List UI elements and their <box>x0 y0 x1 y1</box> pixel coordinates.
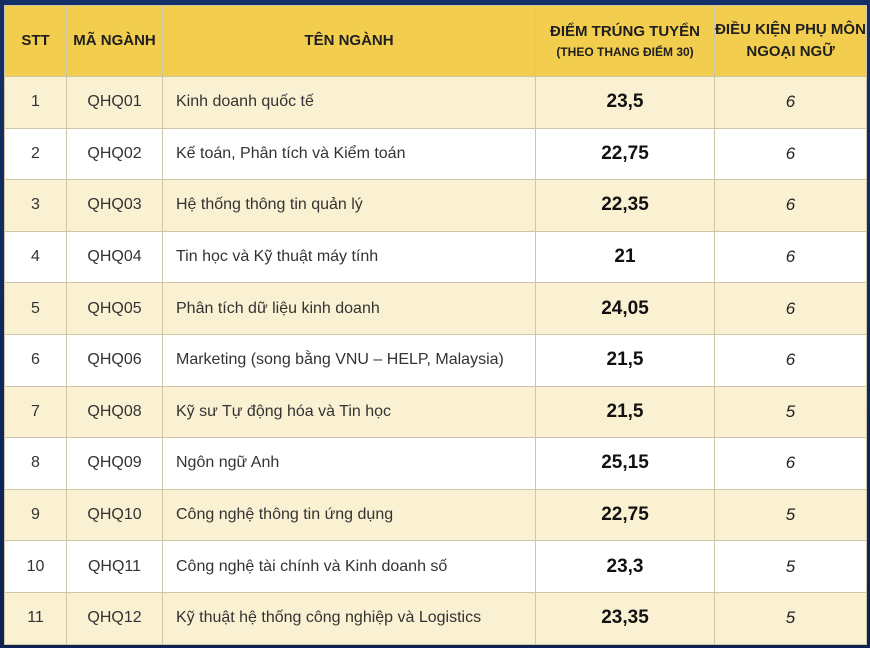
row-stt: 9 <box>4 488 67 542</box>
row-condition: 6 <box>714 76 867 129</box>
row-name: Kỹ sư Tự động hóa và Tin học <box>162 385 536 439</box>
row-name: Kinh doanh quốc tế <box>162 76 536 129</box>
row-code: QHQ01 <box>66 76 163 129</box>
header-code: Mã ngành <box>66 5 163 77</box>
row-stt: 10 <box>4 540 67 593</box>
row-score: 21,5 <box>535 385 715 439</box>
row-score: 21,5 <box>535 333 715 387</box>
row-name: Marketing (song bằng VNU – HELP, Malaysi… <box>162 333 536 387</box>
row-condition: 6 <box>714 230 867 284</box>
row-code: QHQ02 <box>66 127 163 181</box>
row-stt: 1 <box>4 76 67 129</box>
row-condition: 6 <box>714 437 867 490</box>
row-name: Phân tích dữ liệu kinh doanh <box>162 282 536 335</box>
table-row: 2 QHQ02 Kế toán, Phân tích và Kiểm toán … <box>4 127 867 181</box>
header-stt: STT <box>4 5 67 77</box>
row-stt: 3 <box>4 179 67 232</box>
row-name: Hệ thống thông tin quản lý <box>162 179 536 232</box>
row-score: 23,5 <box>535 76 715 129</box>
table-row: 6 QHQ06 Marketing (song bằng VNU – HELP,… <box>4 333 867 387</box>
table-body: 1 QHQ01 Kinh doanh quốc tế 23,5 6 2 QHQ0… <box>4 76 867 645</box>
row-stt: 2 <box>4 127 67 181</box>
row-score: 24,05 <box>535 282 715 335</box>
row-name: Công nghệ thông tin ứng dụng <box>162 488 536 542</box>
header-score: Điểm trúng tuyển (Theo thang điểm 30) <box>535 5 715 77</box>
row-condition: 5 <box>714 488 867 542</box>
row-stt: 5 <box>4 282 67 335</box>
header-score-sub: (Theo thang điểm 30) <box>556 45 694 59</box>
row-stt: 4 <box>4 230 67 284</box>
table-row: 7 QHQ08 Kỹ sư Tự động hóa và Tin học 21,… <box>4 385 867 439</box>
row-name: Công nghệ tài chính và Kinh doanh số <box>162 540 536 593</box>
table-row: 8 QHQ09 Ngôn ngữ Anh 25,15 6 <box>4 437 867 490</box>
row-score: 23,3 <box>535 540 715 593</box>
row-code: QHQ09 <box>66 437 163 490</box>
row-code: QHQ08 <box>66 385 163 439</box>
table-row: 4 QHQ04 Tin học và Kỹ thuật máy tính 21 … <box>4 230 867 284</box>
table-row: 11 QHQ12 Kỹ thuật hệ thống công nghiệp v… <box>4 591 867 645</box>
row-code: QHQ12 <box>66 591 163 645</box>
row-code: QHQ04 <box>66 230 163 284</box>
row-condition: 6 <box>714 179 867 232</box>
header-name: Tên ngành <box>162 5 536 77</box>
row-code: QHQ03 <box>66 179 163 232</box>
table-row: 9 QHQ10 Công nghệ thông tin ứng dụng 22,… <box>4 488 867 542</box>
row-score: 25,15 <box>535 437 715 490</box>
row-name: Tin học và Kỹ thuật máy tính <box>162 230 536 284</box>
table-row: 3 QHQ03 Hệ thống thông tin quản lý 22,35… <box>4 179 867 232</box>
row-code: QHQ10 <box>66 488 163 542</box>
row-code: QHQ11 <box>66 540 163 593</box>
row-score: 21 <box>535 230 715 284</box>
table-row: 5 QHQ05 Phân tích dữ liệu kinh doanh 24,… <box>4 282 867 335</box>
row-condition: 5 <box>714 385 867 439</box>
row-score: 22,75 <box>535 488 715 542</box>
row-score: 23,35 <box>535 591 715 645</box>
row-name: Kỹ thuật hệ thống công nghiệp và Logisti… <box>162 591 536 645</box>
row-condition: 6 <box>714 333 867 387</box>
header-score-label: Điểm trúng tuyển <box>550 23 700 40</box>
row-name: Ngôn ngữ Anh <box>162 437 536 490</box>
row-score: 22,75 <box>535 127 715 181</box>
row-code: QHQ05 <box>66 282 163 335</box>
admission-score-table: STT Mã ngành Tên ngành Điểm trúng tuyển … <box>4 5 867 645</box>
table-row: 1 QHQ01 Kinh doanh quốc tế 23,5 6 <box>4 76 867 129</box>
row-condition: 6 <box>714 127 867 181</box>
row-stt: 11 <box>4 591 67 645</box>
table-row: 10 QHQ11 Công nghệ tài chính và Kinh doa… <box>4 540 867 593</box>
row-stt: 8 <box>4 437 67 490</box>
row-score: 22,35 <box>535 179 715 232</box>
row-code: QHQ06 <box>66 333 163 387</box>
row-stt: 6 <box>4 333 67 387</box>
row-condition: 6 <box>714 282 867 335</box>
row-name: Kế toán, Phân tích và Kiểm toán <box>162 127 536 181</box>
row-stt: 7 <box>4 385 67 439</box>
row-condition: 5 <box>714 540 867 593</box>
table-header-row: STT Mã ngành Tên ngành Điểm trúng tuyển … <box>4 5 867 77</box>
row-condition: 5 <box>714 591 867 645</box>
header-condition: Điều kiện phụ môn Ngoại ngữ <box>714 5 867 77</box>
